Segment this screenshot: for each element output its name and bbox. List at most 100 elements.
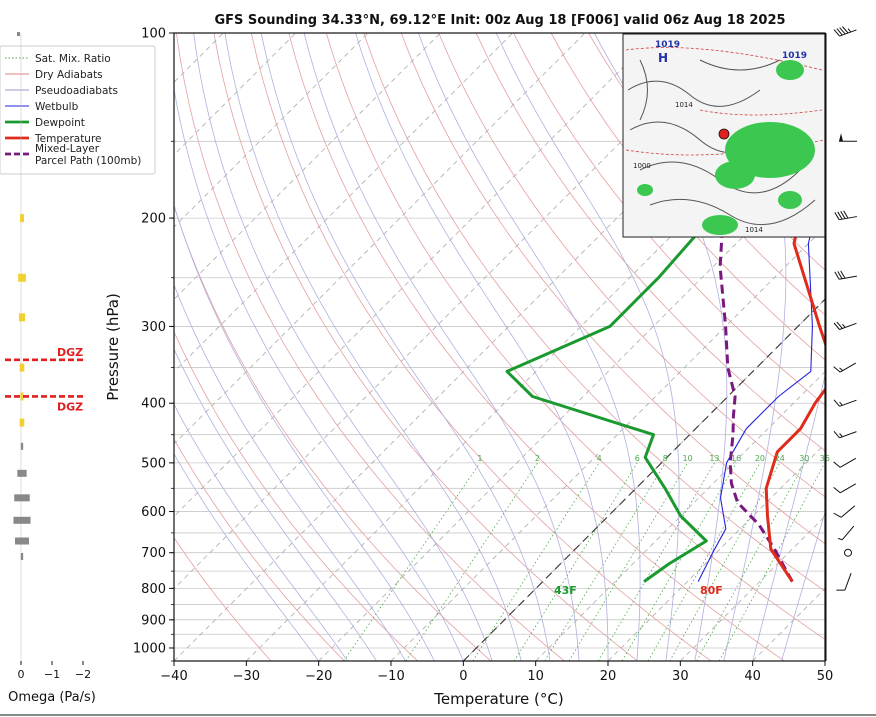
dry-adiabat-line	[213, 33, 639, 661]
dry-adiabat-line	[174, 438, 345, 661]
isotherm-line	[535, 371, 825, 661]
window-bottom-border	[0, 714, 876, 716]
wind-barb-flag	[833, 29, 840, 37]
wind-barb-shaft	[840, 505, 856, 518]
inset-high-label: 1019	[782, 51, 807, 61]
isotherm-line	[174, 33, 296, 156]
x-tick-label: −40	[160, 669, 187, 684]
y-tick-label: 300	[141, 320, 166, 335]
wind-barb-flag	[836, 28, 843, 36]
isotherm-line	[174, 33, 658, 517]
legend-label: Sat. Mix. Ratio	[35, 53, 111, 65]
omega-bar	[20, 552, 24, 560]
mixing-ratio-label: 6	[635, 454, 640, 463]
y-tick-label: 600	[141, 505, 166, 520]
wind-barb-flag	[839, 27, 846, 35]
wind-barb	[833, 430, 857, 439]
wind-barb	[833, 399, 857, 407]
omega-bar	[18, 313, 26, 322]
mixing-ratio-label: 8	[663, 454, 668, 463]
dry-adiabat-line	[288, 33, 785, 661]
mixing-ratio-label: 2	[535, 454, 540, 463]
pseudoadiabat-line	[193, 33, 493, 661]
wind-barb	[833, 321, 857, 330]
pseudoadiabat-line	[174, 453, 320, 661]
legend-label: Wetbulb	[35, 101, 79, 113]
wind-barb-flag	[834, 271, 840, 280]
omega-bar	[15, 537, 29, 545]
omega-bar	[20, 392, 24, 401]
pseudoadiabat-line	[174, 283, 406, 661]
x-tick-label: 50	[817, 669, 834, 684]
omega-tick-label: −2	[75, 668, 91, 681]
wind-barb	[836, 572, 852, 591]
pseudoadiabat-line	[174, 86, 464, 661]
isotherm-line	[318, 154, 825, 661]
legend: Sat. Mix. Ratio Dry Adiabats Pseudoadiabat…	[0, 45, 156, 175]
surface-temperature-label: 80F	[700, 584, 723, 597]
y-tick-label: 700	[141, 546, 166, 561]
dry-adiabat-line	[176, 33, 565, 661]
inset-map: 1019 H 1019 1014 1000 1014	[622, 33, 826, 238]
y-tick-label: 800	[141, 582, 166, 597]
pseudoadiabats	[174, 33, 825, 661]
wind-barb-flag	[833, 399, 840, 407]
wind-barb-flag	[836, 589, 845, 591]
chart-title: GFS Sounding 34.33°N, 69.12°E Init: 00z …	[214, 13, 785, 28]
pseudoadiabat-line	[224, 33, 522, 661]
dry-adiabats	[174, 33, 825, 661]
pseudoadiabat-line	[174, 403, 348, 661]
pseudoadiabat-line	[418, 33, 641, 661]
y-tick-label: 1000	[133, 641, 166, 656]
omega-axis-label: Omega (Pa/s)	[8, 690, 96, 705]
mixing-ratio-label: 30	[799, 454, 809, 463]
wind-barb-shaft	[841, 525, 855, 541]
zero-isotherm	[462, 298, 825, 661]
wind-barb-flag	[833, 512, 842, 518]
wind-barb	[838, 525, 855, 541]
wind-barb-half-flag	[839, 367, 844, 371]
isotherm-line	[174, 33, 513, 373]
mixing-ratio-line	[718, 462, 825, 661]
dry-adiabat-line	[325, 33, 825, 640]
dry-adiabat-line	[250, 33, 712, 661]
plot-frame	[173, 32, 826, 662]
pseudoadiabat-line	[781, 511, 825, 661]
omega-bar	[17, 469, 27, 477]
pseudoadiabat-line	[174, 348, 377, 661]
x-tick-label: 20	[600, 669, 617, 684]
pseudoadiabat-line	[593, 33, 728, 661]
wind-barb-shaft	[839, 483, 857, 494]
x-tick-label: 40	[744, 669, 761, 684]
dry-adiabat-line	[174, 537, 272, 661]
y-tick-label: 900	[141, 613, 166, 628]
omega-bar	[20, 442, 24, 450]
mixing-ratio-label: 24	[775, 454, 785, 463]
mixing-ratio-line	[544, 462, 666, 661]
mixing-ratio-line	[669, 462, 781, 661]
wind-barb-flag	[833, 486, 841, 494]
pseudoadiabat-line	[260, 33, 551, 661]
dry-adiabat-line	[588, 33, 825, 316]
wind-barb-flag	[837, 211, 843, 220]
mixing-ratio-label: 4	[597, 454, 602, 463]
x-tick-label: 30	[672, 669, 689, 684]
wind-barb-flag	[833, 430, 840, 439]
x-axis-label: Temperature (°C)	[433, 690, 563, 708]
wind-barb-flag	[842, 26, 849, 34]
wind-barb	[833, 457, 857, 468]
x-tick-label: 10	[527, 669, 544, 684]
mixing-ratio-label: 13	[709, 454, 719, 463]
wind-barb-half-flag	[842, 323, 846, 328]
x-tick-label: −10	[377, 669, 404, 684]
inset-isobar-label: 1000	[633, 162, 651, 170]
inset-isobar-label: 1014	[745, 226, 763, 234]
wind-barb	[834, 210, 857, 221]
mixing-ratio-label: 1	[477, 454, 482, 463]
omega-tick-label: 0	[18, 668, 25, 681]
wind-barb-calm	[844, 548, 852, 557]
dry-adiabat-line	[363, 33, 825, 592]
mixing-ratio-labels: 1 2 4 6 8 10 13 16 20 24 30 36	[477, 454, 829, 463]
x-tick-label: 0	[459, 669, 467, 684]
